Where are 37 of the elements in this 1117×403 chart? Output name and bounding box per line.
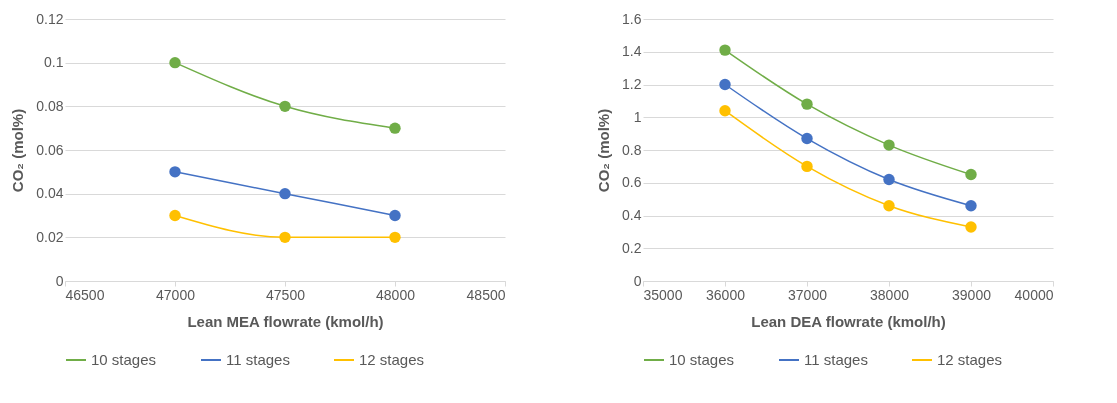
x-tick-label: 39000: [952, 286, 992, 303]
y-tick-label: 0.08: [36, 97, 64, 114]
legend-label: 10 stages: [669, 351, 735, 368]
legend-label: 11 stages: [804, 351, 868, 368]
y-tick-label: 0: [55, 272, 64, 289]
legend-label: 10 stages: [91, 351, 157, 368]
y-axis-title: CO₂ (mol%): [595, 108, 613, 193]
y-tick-label: 0.8: [622, 141, 642, 158]
x-tick-label: 48500: [466, 286, 506, 303]
y-axis-title: CO₂ (mol%): [9, 108, 27, 193]
legend-label: 11 stages: [226, 351, 290, 368]
y-tick-label: 0.2: [622, 239, 642, 256]
y-tick-label: 1.2: [622, 76, 642, 92]
y-tick-label: 0.4: [622, 207, 642, 223]
y-tick-label: 0.1: [44, 54, 64, 71]
y-tick-label: 0.6: [622, 174, 642, 191]
x-axis-title: Lean DEA flowrate (kmol/h): [751, 312, 946, 330]
x-tick-label: 47500: [266, 286, 306, 303]
y-tick-label: 0.12: [36, 10, 64, 27]
y-tick-label: 0.06: [36, 141, 64, 158]
x-axis-title: Lean MEA flowrate (kmol/h): [187, 312, 384, 330]
y-tick-label: 1.6: [622, 10, 642, 27]
x-tick-label: 48000: [376, 286, 416, 303]
x-tick-label: 38000: [870, 286, 910, 303]
y-tick-label: 0: [633, 272, 642, 289]
legend-label: 12 stages: [937, 351, 1003, 368]
x-tick-label: 47000: [156, 286, 196, 303]
y-tick-label: 1.4: [622, 43, 642, 60]
x-tick-label: 46500: [65, 286, 105, 303]
x-tick-label: 36000: [706, 286, 746, 303]
y-tick-label: 0.04: [36, 185, 64, 202]
y-tick-label: 0.02: [36, 228, 64, 245]
x-tick-label: 40000: [1014, 286, 1054, 303]
x-tick-label: 35000: [643, 286, 683, 303]
x-tick-label: 37000: [788, 286, 828, 303]
legend-label: 12 stages: [359, 351, 425, 368]
y-tick-label: 1: [633, 108, 642, 125]
